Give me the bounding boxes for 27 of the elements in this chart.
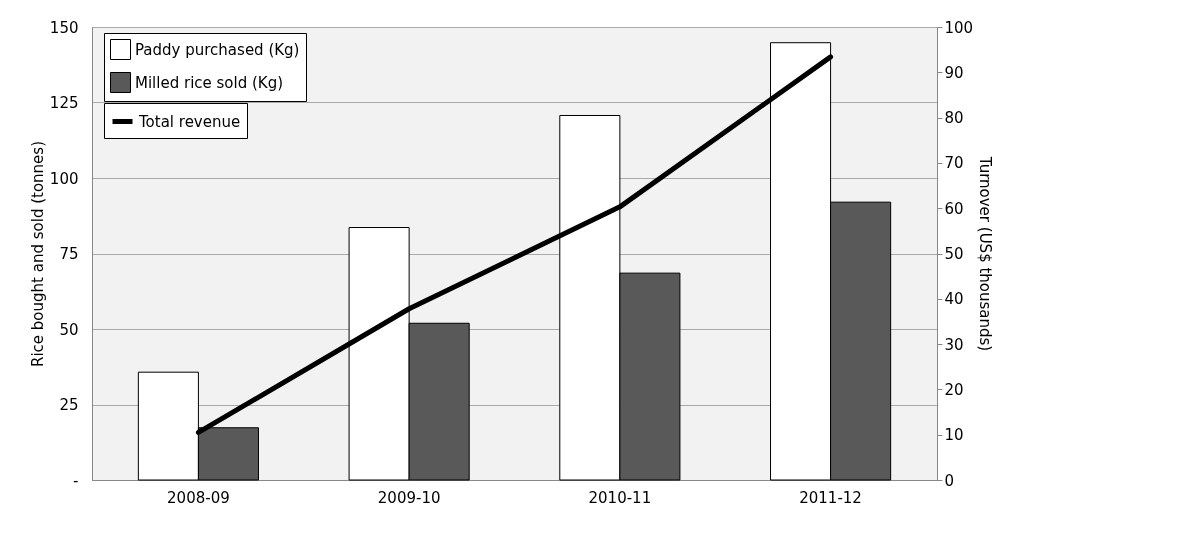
legend-label: Paddy purchased (Kg): [135, 40, 300, 59]
y2-tick-label: 80: [944, 109, 964, 128]
y2-tick-label: 40: [944, 290, 964, 309]
y-tick-label: 25: [59, 396, 79, 414]
y2-tick-label: 100: [944, 18, 974, 37]
y-tick-label: 125: [49, 94, 79, 112]
y2-axis-title: Turnover (US$ thousands): [976, 155, 995, 352]
y2-tick-label: 60: [944, 199, 964, 218]
y2-tick-label: 10: [944, 426, 964, 445]
legend-label: Total revenue: [138, 112, 241, 131]
x-tick-label: 2009-10: [377, 488, 441, 507]
y-tick-label: -: [73, 471, 79, 490]
y2-tick-label: 90: [944, 63, 964, 82]
y-tick-label: 75: [59, 245, 79, 263]
y-tick-label: 100: [49, 169, 79, 188]
y-tick-label: 150: [49, 18, 79, 37]
x-tick-label: 2011-12: [799, 488, 862, 507]
y2-tick-label: 0: [944, 471, 955, 490]
x-tick-label: 2008-09: [167, 488, 230, 507]
y2-tick-label: 20: [944, 380, 964, 399]
y2-tick-label: 50: [944, 245, 964, 263]
y2-tick-label: 30: [944, 335, 964, 354]
y-axis-title: Rice bought and sold (tonnes): [28, 141, 47, 367]
y-tick-label: 50: [59, 320, 79, 339]
x-tick-label: 2010-11: [588, 488, 652, 507]
y2-tick-label: 70: [944, 154, 964, 173]
legend-label: Milled rice sold (Kg): [135, 73, 284, 92]
